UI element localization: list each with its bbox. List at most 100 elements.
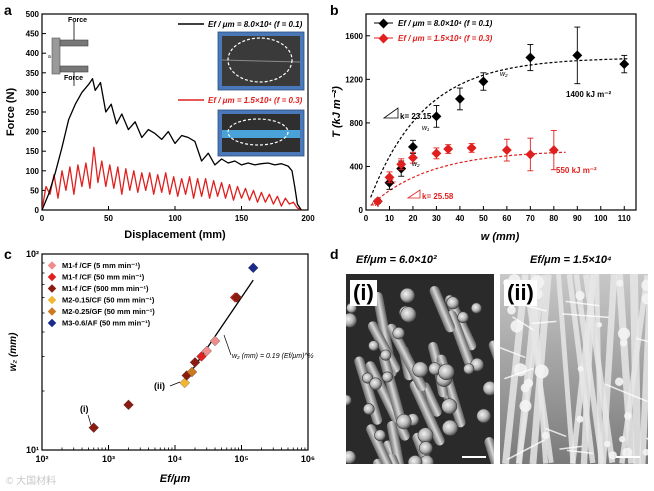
w2-label-red: w₂ <box>388 178 396 185</box>
w2-label-black-2: w₂ <box>412 161 420 168</box>
chart-b-xtick-label: 60 <box>502 214 511 223</box>
sem-fiber-end <box>419 441 433 455</box>
sem-fiber-end <box>482 381 494 396</box>
chart-b-point <box>372 196 383 207</box>
chart-b-xtick-label: 80 <box>549 214 558 223</box>
chart-b-xtick-label: 10 <box>385 214 394 223</box>
sem-fiber-end <box>412 361 429 378</box>
sem-fiber-end <box>362 372 374 384</box>
sem-image-i: (i) <box>346 274 494 464</box>
chart-b-legend-marker-1 <box>378 18 389 29</box>
sem-matrix-blob <box>541 431 550 440</box>
chart-c-point <box>179 377 190 389</box>
sem-label-i: (i) <box>350 280 377 306</box>
chart-c-fit-line <box>182 279 254 385</box>
sem-matrix-blob <box>513 363 527 377</box>
sem-label-ii: (ii) <box>504 280 537 306</box>
sem-fiber-end <box>400 306 417 323</box>
chart-c-point <box>231 292 242 303</box>
chart-b-point <box>525 52 536 63</box>
chart-b-point <box>396 163 407 174</box>
chart-b-xtick-label: 100 <box>594 214 608 223</box>
sem-fibril <box>604 383 648 403</box>
chart-b-xlabel: w (mm) <box>481 231 520 243</box>
chart-c-legend-text: M1-f /CF (50 mm min⁻¹) <box>62 273 145 282</box>
sem-matrix-blob <box>507 305 516 315</box>
sem-fiber-strand <box>639 274 648 464</box>
watermark: © 大国材料 <box>6 476 57 487</box>
sem-fiber-end <box>369 377 382 390</box>
chart-a-frame <box>41 13 309 211</box>
chart-b-point <box>525 149 536 160</box>
chart-a-ytick-label: 450 <box>26 30 40 39</box>
sem-fiber-end <box>346 312 358 328</box>
chart-c-legend-marker <box>47 272 57 282</box>
sem-fiber-end <box>441 398 458 415</box>
sem-fiber-rod <box>367 321 401 373</box>
chart-c-legend-marker <box>47 295 57 305</box>
sem-fiber-end <box>392 326 405 340</box>
chart-a-series-line <box>41 78 302 211</box>
chart-b-ylabel: T (kJ m⁻²) <box>331 86 343 138</box>
sem-fiber-end <box>346 394 352 406</box>
chart-b-xtick-label: 20 <box>409 214 418 223</box>
chart-c-point <box>88 422 99 433</box>
panel-letter-b: b <box>330 2 339 18</box>
chart-b-legend-text-2: Ef / μm = 1.5×10⁴ (f = 0.3) <box>398 34 493 43</box>
sem-fiber-end <box>374 429 386 441</box>
sem-fibril <box>512 316 534 331</box>
chart-a-ytick-label: 350 <box>26 69 40 78</box>
sem-fibril <box>504 367 534 380</box>
chart-c-legend-text: M2-0.25/GF (50 mm min⁻¹) <box>62 307 155 316</box>
chart-a-ylabel: Force (N) <box>5 88 17 137</box>
sem-matrix-blob <box>622 447 633 458</box>
sem-fiber-end <box>346 450 357 464</box>
chart-b-point <box>384 172 395 183</box>
sem-matrix-blob <box>619 435 626 443</box>
specimen-photo-2 <box>217 109 305 157</box>
slope-triangle-black <box>382 107 399 119</box>
chart-c-xtick-label: 10² <box>35 454 48 464</box>
w1-label-red: w₁ <box>372 201 380 208</box>
chart-a-series-line <box>41 146 302 211</box>
sem-fibril <box>562 313 609 319</box>
chart-b-xtick-label: 110 <box>618 214 631 223</box>
chart-b-frame <box>365 13 637 211</box>
chart-a-ytick-label: 50 <box>30 186 39 195</box>
chart-b-point <box>431 148 442 159</box>
sem-matrix-blob <box>576 415 584 423</box>
fit-equation: w₂ (mm) = 0.19 (Ef/μm)^½ <box>232 352 314 360</box>
sem-matrix-blob <box>575 290 585 301</box>
sem-title-i: Ef/μm = 6.0×10² <box>356 254 437 266</box>
sem-fiber-end <box>407 455 423 464</box>
chart-c-xtick-label: 10⁵ <box>234 454 248 464</box>
chart-c-point <box>123 399 134 410</box>
sem-fiber-end <box>399 287 415 304</box>
chart-c-legend-text: M1-f /CF (5 mm min⁻¹) <box>62 261 141 270</box>
chart-b-ytick-label: 1600 <box>345 32 363 41</box>
chart-c-legend-text: M2-0.15/CF (50 mm min⁻¹) <box>62 296 155 305</box>
chart-b-xtick-label: 0 <box>364 214 369 223</box>
sem-matrix-blob <box>608 451 617 460</box>
chart-a-ytick-label: 300 <box>26 88 40 97</box>
point-label-ii: (ii) <box>154 381 165 391</box>
chart-c-ylabel: w₂ (mm) <box>8 332 19 371</box>
chart-c-legend-marker <box>47 284 57 293</box>
chart-a-xtick-label: 0 <box>40 214 45 223</box>
chart-a-legend-text-2: Ef / μm = 1.5×10⁴ (f = 0.3) <box>208 96 303 105</box>
panel-letter-d: d <box>330 246 339 262</box>
sem-fibril <box>545 427 567 438</box>
chart-c-ytick-label: 10² <box>26 249 39 259</box>
sem-matrix-blob <box>614 377 624 386</box>
chart-c-point <box>181 370 192 381</box>
sem-fibril <box>531 320 557 325</box>
chart-a-ytick-label: 150 <box>26 147 40 156</box>
panel-letter-c: c <box>4 246 12 262</box>
sem-matrix-blob <box>524 378 534 388</box>
sem-image-ii: (ii) <box>500 274 648 464</box>
sem-matrix-blob <box>534 364 549 379</box>
sem-fiber-end <box>417 427 434 444</box>
sem-fiber-end <box>457 311 469 324</box>
chart-b-point <box>384 177 395 188</box>
sem-matrix-blob <box>616 279 624 287</box>
